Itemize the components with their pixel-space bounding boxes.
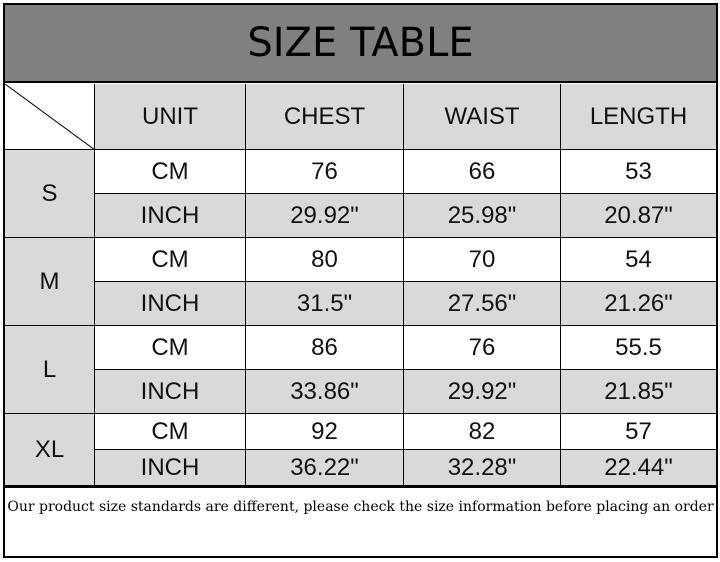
size-table-frame <box>3 3 718 558</box>
header-length: LENGTH <box>561 84 717 150</box>
corner-cell <box>4 83 96 151</box>
unit-cm: CM <box>95 238 246 282</box>
inch-value: 32.28" <box>404 450 561 486</box>
cm-value: 57 <box>561 414 717 450</box>
unit-cm: CM <box>95 326 246 370</box>
header-unit: UNIT <box>95 84 246 150</box>
size-label: L <box>5 326 95 414</box>
unit-inch: INCH <box>95 194 246 238</box>
table-title: SIZE TABLE <box>5 5 716 83</box>
cm-value: 53 <box>561 150 717 194</box>
size-label: M <box>5 238 95 326</box>
unit-inch: INCH <box>95 370 246 414</box>
unit-cm: CM <box>95 150 246 194</box>
inch-value: 27.56" <box>404 282 561 326</box>
cm-value: 76 <box>404 326 561 370</box>
inch-value: 29.92" <box>246 194 404 238</box>
cm-value: 55.5 <box>561 326 717 370</box>
cm-value: 66 <box>404 150 561 194</box>
inch-value: 21.26" <box>561 282 717 326</box>
inch-value: 20.87" <box>561 194 717 238</box>
inch-value: 33.86" <box>246 370 404 414</box>
size-label: S <box>5 150 95 238</box>
cm-value: 54 <box>561 238 717 282</box>
inch-value: 29.92" <box>404 370 561 414</box>
cm-value: 80 <box>246 238 404 282</box>
size-note: Our product size standards are different… <box>5 486 716 556</box>
inch-value: 36.22" <box>246 450 404 486</box>
cm-value: 92 <box>246 414 404 450</box>
cm-value: 86 <box>246 326 404 370</box>
cm-value: 76 <box>246 150 404 194</box>
unit-inch: INCH <box>95 282 246 326</box>
cm-value: 82 <box>404 414 561 450</box>
inch-value: 21.85" <box>561 370 717 414</box>
inch-value: 22.44" <box>561 450 717 486</box>
header-waist: WAIST <box>404 84 561 150</box>
size-label: XL <box>5 414 95 486</box>
header-chest: CHEST <box>246 84 404 150</box>
inch-value: 25.98" <box>404 194 561 238</box>
unit-inch: INCH <box>95 450 246 486</box>
cm-value: 70 <box>404 238 561 282</box>
diagonal-line <box>4 83 96 151</box>
inch-value: 31.5" <box>246 282 404 326</box>
unit-cm: CM <box>95 414 246 450</box>
